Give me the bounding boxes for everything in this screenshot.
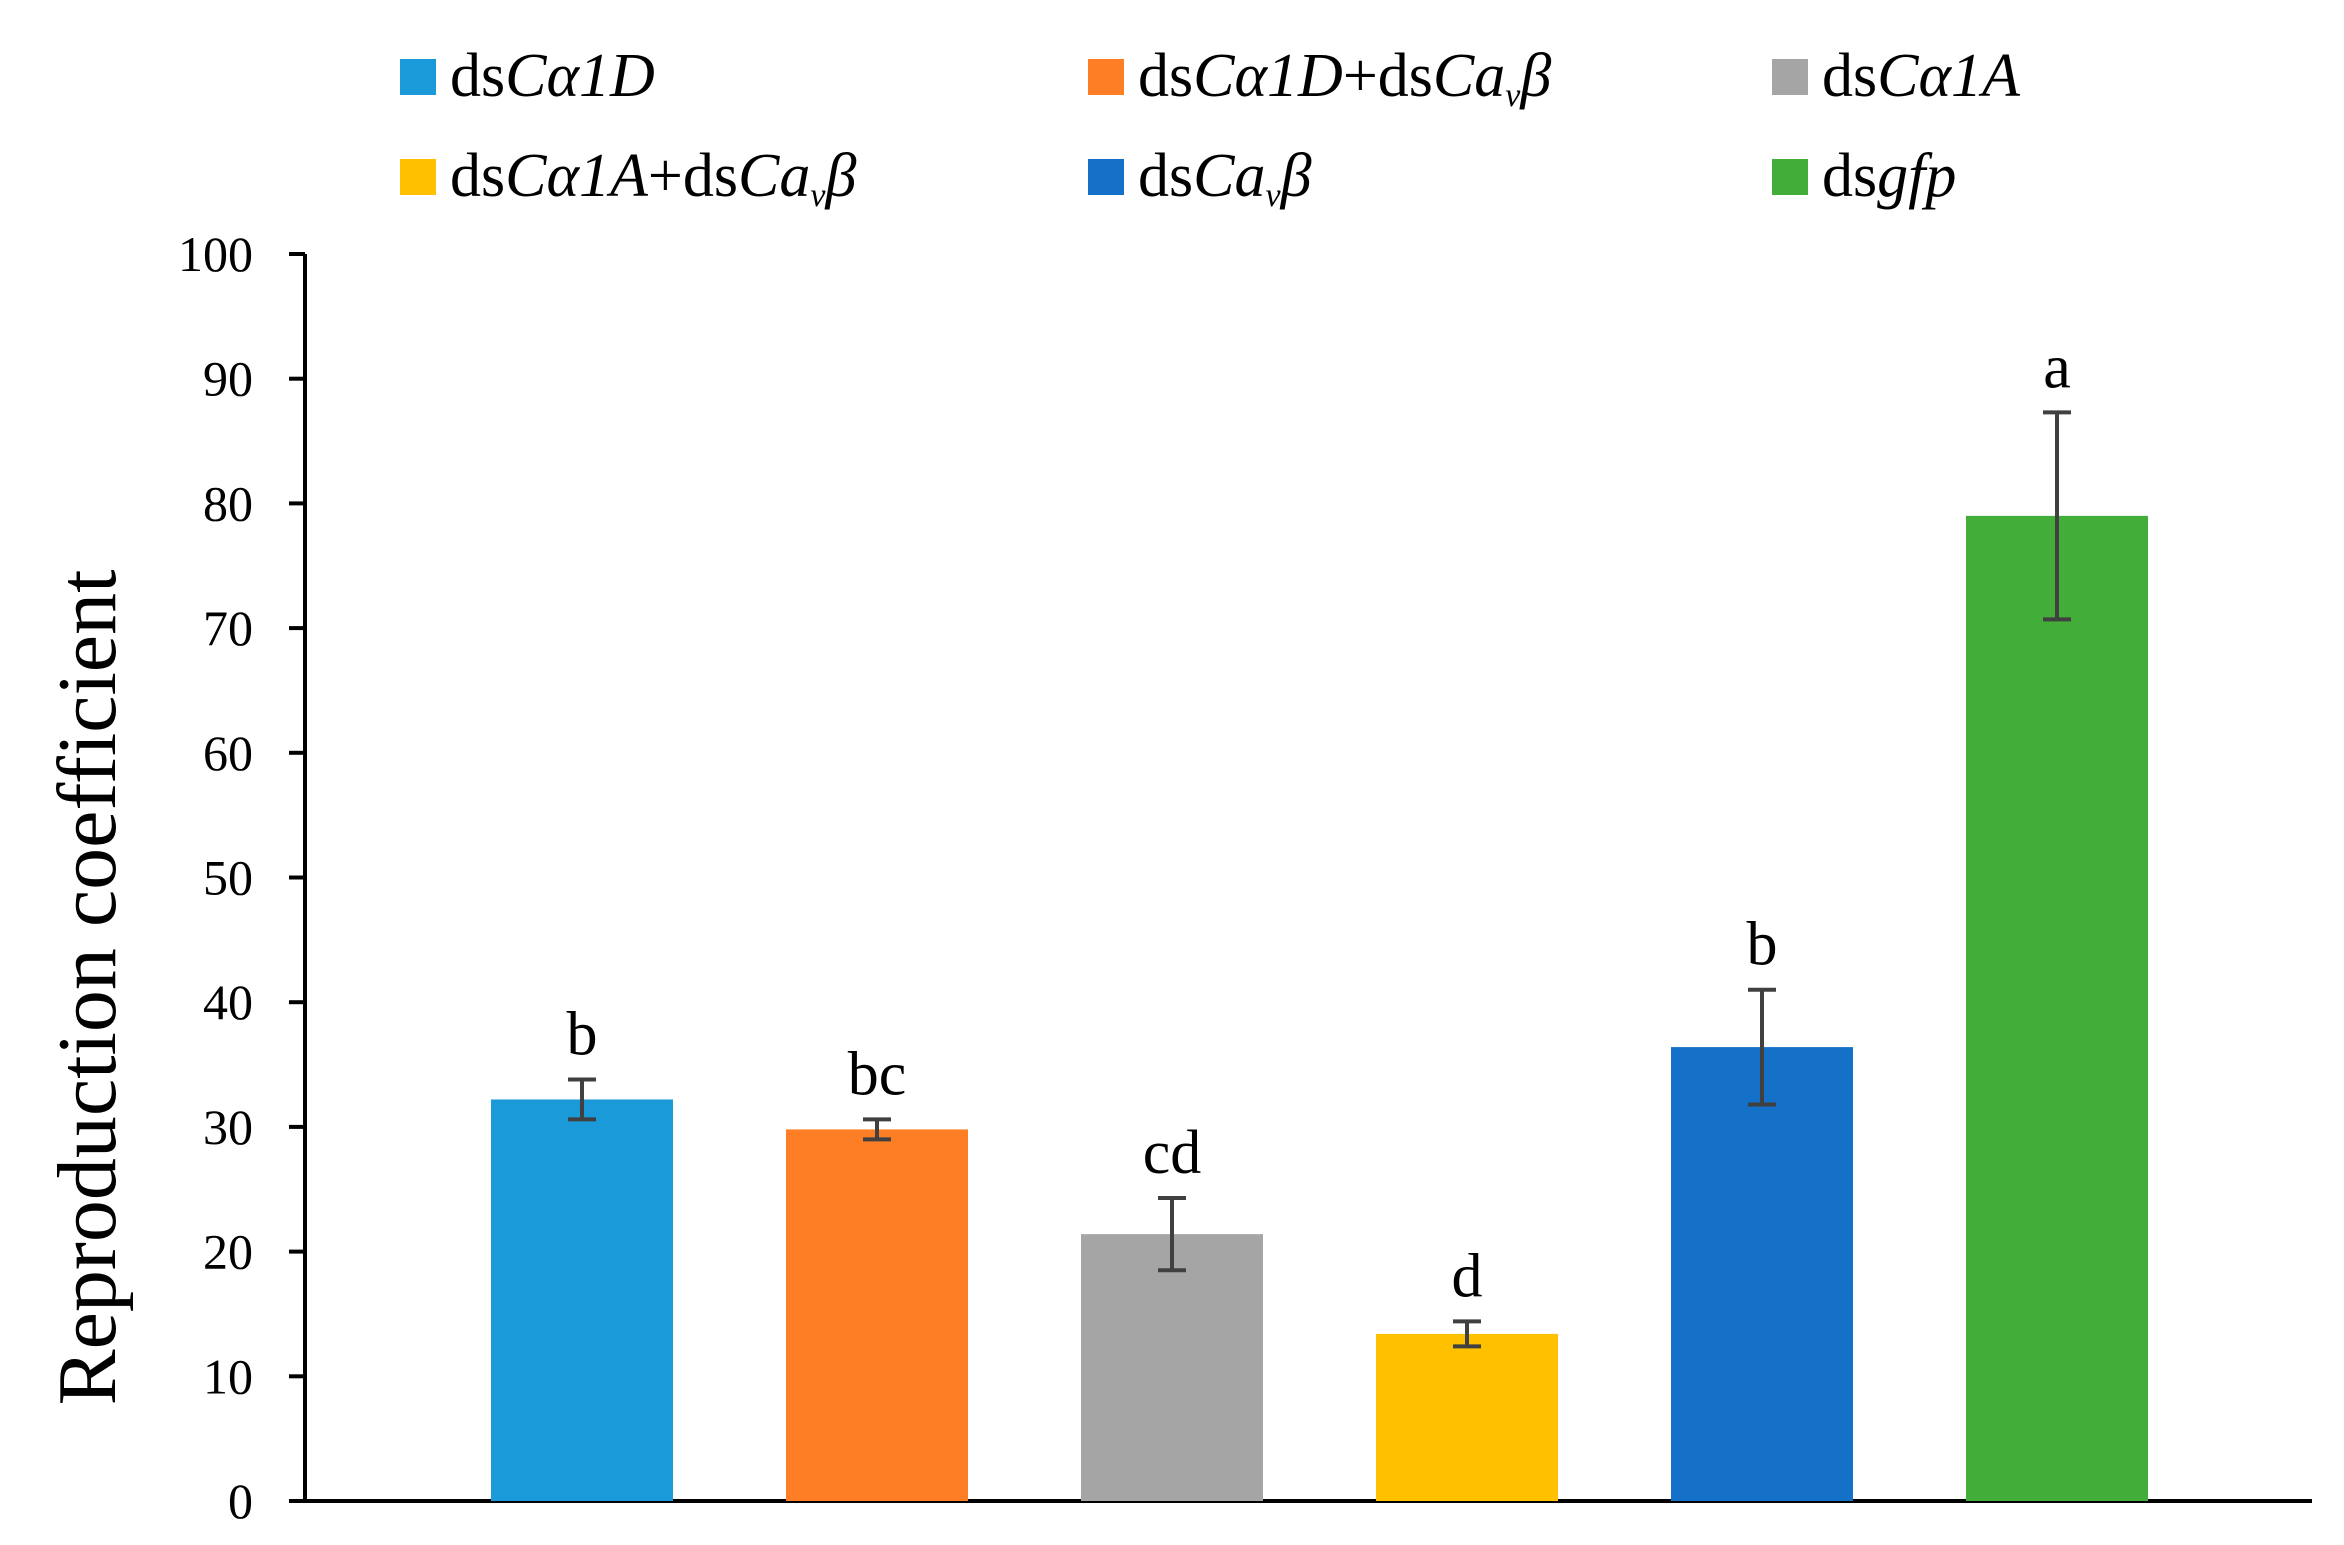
significance-label: b (567, 1001, 598, 1069)
y-axis-title: Reproduction coefficient (41, 570, 134, 1406)
legend-item: dsgfp (1772, 142, 1956, 210)
legend-prefix: ds (1138, 42, 1193, 110)
legend-label-part: β (1519, 42, 1551, 110)
legend-prefix: ds (1138, 142, 1193, 210)
legend-label-part: Ca (1193, 142, 1265, 210)
y-tick-label: 10 (203, 1348, 253, 1404)
legend-label: dsCα1D+dsCavβ (1138, 42, 1551, 114)
y-tick-label: 40 (203, 974, 253, 1030)
error-bar (568, 1077, 596, 1122)
legend-label-part: Cα1A (1877, 42, 2021, 110)
error-bar (1158, 1195, 1186, 1273)
legend-label-part: +ds (648, 142, 738, 210)
legend-swatch (1772, 59, 1808, 95)
significance-label: d (1452, 1242, 1483, 1310)
legend-label-part: +ds (1343, 42, 1433, 110)
significance-label: cd (1143, 1119, 1202, 1187)
legend-label-part: gfp (1877, 142, 1956, 210)
significance-labels: b bc cd d b a (567, 333, 2071, 1310)
y-tick-label: 0 (228, 1473, 253, 1529)
error-bars (568, 410, 2071, 1349)
legend-label-part: Cα1D (505, 42, 655, 110)
legend-swatch (1772, 159, 1808, 195)
bar (1966, 515, 2148, 1501)
legend-swatch (400, 159, 436, 195)
legend-item: dsCα1D (400, 42, 655, 110)
y-tick-label: 30 (203, 1099, 253, 1155)
bar (786, 1129, 968, 1501)
legend-item: dsCα1A (1772, 42, 2021, 110)
y-tick-label: 70 (203, 600, 253, 656)
legend-label: dsCavβ (1138, 142, 1312, 214)
legend-swatch (1088, 59, 1124, 95)
legend-label-part: Cα1A (505, 142, 649, 210)
legend-label: dsCα1D (450, 42, 655, 110)
legend-item: dsCavβ (1088, 142, 1312, 214)
y-tick-label: 60 (203, 725, 253, 781)
y-tick-label: 20 (203, 1224, 253, 1280)
legend-swatch (400, 59, 436, 95)
legend-label-part: Ca (738, 142, 810, 210)
error-bar (1748, 987, 1776, 1107)
bar (1671, 1047, 1853, 1501)
y-tick-label: 100 (178, 226, 253, 282)
bar (491, 1099, 673, 1501)
legend-label-part: v (1505, 77, 1521, 114)
legend-prefix: ds (1822, 42, 1877, 110)
legend-swatch (1088, 159, 1124, 195)
legend-label: dsCα1A+dsCavβ (450, 142, 856, 214)
error-bar (863, 1117, 891, 1142)
legend-label-part: Ca (1433, 42, 1505, 110)
y-tick-label: 80 (203, 475, 253, 531)
error-bar (2043, 410, 2071, 622)
legend-label-part: v (1266, 177, 1282, 214)
error-bar (1453, 1319, 1481, 1349)
bar (1376, 1333, 1558, 1501)
legend-label-part: Cα1D (1193, 42, 1343, 110)
legend-prefix: ds (1822, 142, 1877, 210)
y-ticks: 0 10 20 30 40 50 60 70 80 90 100 (178, 226, 305, 1529)
legend-label: dsgfp (1822, 142, 1956, 210)
legend-item: dsCα1D+dsCavβ (1088, 42, 1551, 114)
bar (1081, 1234, 1263, 1501)
significance-label: b (1747, 911, 1778, 979)
significance-label: bc (848, 1040, 907, 1108)
y-tick-label: 50 (203, 850, 253, 906)
significance-label: a (2043, 333, 2071, 401)
legend-label-part: β (1280, 142, 1312, 210)
legend-prefix: ds (450, 142, 505, 210)
legend-label-part: v (810, 177, 826, 214)
legend-label: dsCα1A (1822, 42, 2021, 110)
legend-label-part: β (824, 142, 856, 210)
y-tick-label: 90 (203, 351, 253, 407)
legend-item: dsCα1A+dsCavβ (400, 142, 856, 214)
bars (491, 515, 2148, 1501)
legend-prefix: ds (450, 42, 505, 110)
